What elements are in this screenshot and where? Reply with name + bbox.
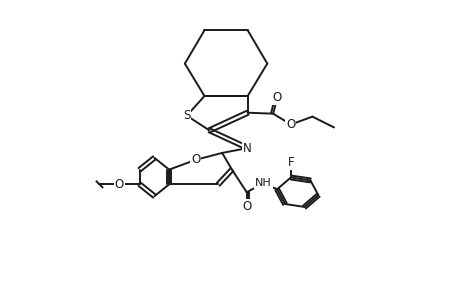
Text: O: O	[272, 92, 281, 104]
Text: N: N	[243, 142, 252, 154]
Text: F: F	[287, 156, 293, 169]
Text: O: O	[114, 178, 123, 191]
Text: O: O	[285, 118, 295, 131]
Text: NH: NH	[254, 178, 271, 188]
Text: O: O	[190, 153, 200, 166]
Text: O: O	[241, 200, 251, 213]
Text: S: S	[183, 109, 190, 122]
